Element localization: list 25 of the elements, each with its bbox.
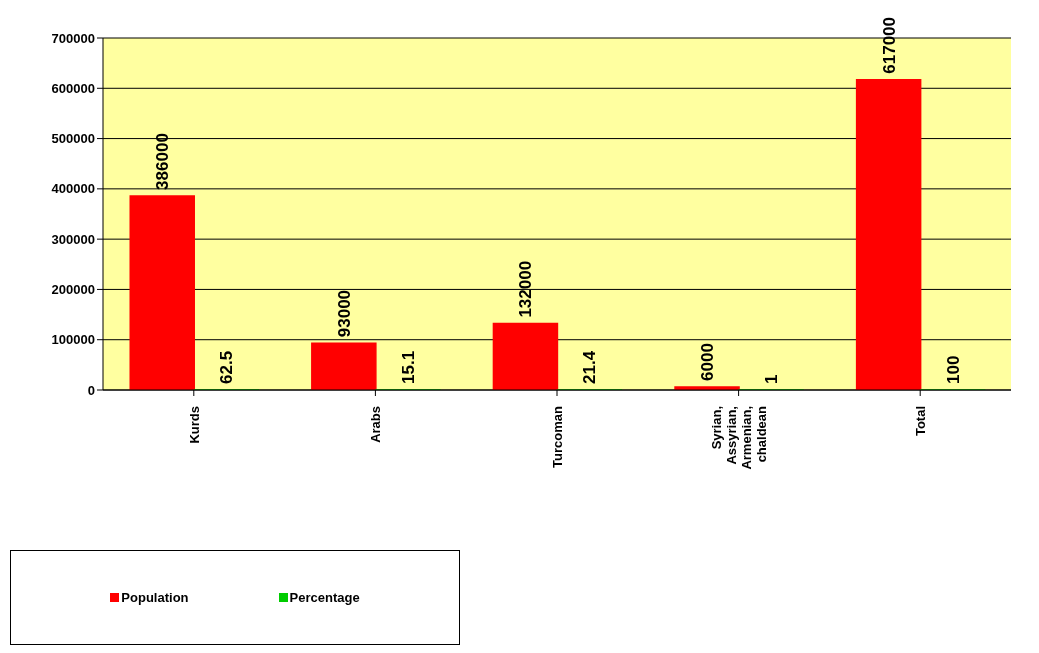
y-tick-label: 0 bbox=[87, 382, 95, 398]
x-tick-label: Total bbox=[913, 406, 929, 437]
data-label: 100 bbox=[943, 355, 963, 384]
y-tick-label: 500000 bbox=[51, 131, 95, 147]
y-tick-label: 400000 bbox=[51, 181, 95, 197]
data-label: 132000 bbox=[516, 260, 536, 318]
data-label: 617000 bbox=[879, 17, 899, 74]
y-tick-label: 300000 bbox=[51, 231, 95, 247]
data-label: 62.5 bbox=[217, 350, 237, 384]
data-label: 1 bbox=[762, 374, 782, 384]
data-label: 21.4 bbox=[580, 350, 600, 384]
x-tick-label: Arabs bbox=[368, 406, 384, 443]
data-label: 386000 bbox=[153, 133, 173, 190]
y-tick-label: 200000 bbox=[51, 282, 95, 298]
legend-label: Percentage bbox=[289, 590, 360, 605]
x-tick-label: Kurds bbox=[186, 406, 202, 444]
data-label: 93000 bbox=[334, 289, 354, 338]
legend-label: Population bbox=[121, 590, 189, 605]
y-tick-label: 700000 bbox=[51, 30, 95, 46]
y-tick-label: 100000 bbox=[51, 332, 95, 348]
x-tick-label: Syrian, Assyrian, Armenian, chaldean bbox=[709, 405, 770, 470]
data-label: 15.1 bbox=[398, 350, 418, 384]
y-tick-label: 600000 bbox=[51, 80, 95, 96]
x-tick-label: Turcoman bbox=[550, 405, 565, 468]
data-label: 6000 bbox=[698, 343, 718, 381]
